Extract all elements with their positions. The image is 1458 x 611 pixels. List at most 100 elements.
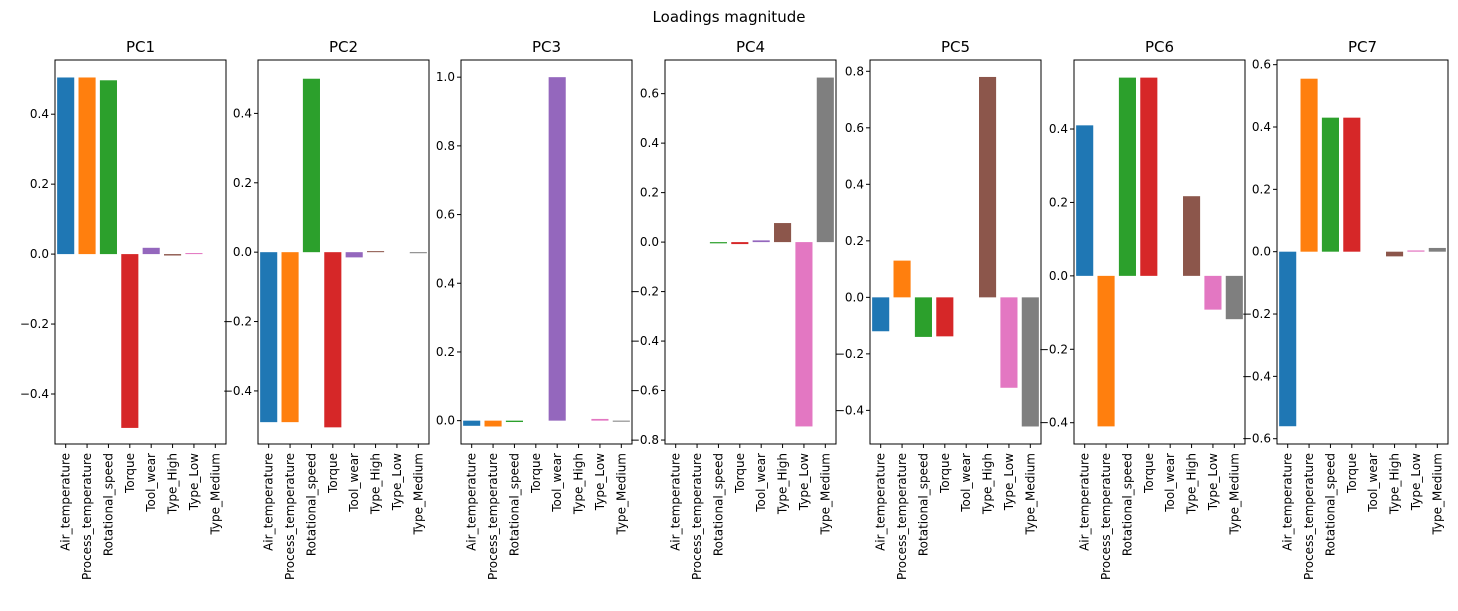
y-tick-label: 0.2 xyxy=(845,234,864,248)
x-tick-label: Tool_wear xyxy=(144,453,158,513)
y-tick-label: 0.4 xyxy=(640,136,659,150)
x-tick-label: Type_Low xyxy=(1206,453,1220,511)
bar-type-low xyxy=(1407,250,1425,252)
bar-type-medium xyxy=(612,420,630,422)
x-tick-label: Air_temperature xyxy=(669,453,683,551)
bar-type-medium xyxy=(1225,275,1243,320)
bar-tool-wear xyxy=(752,240,770,243)
bar-air-temperature xyxy=(1279,251,1297,427)
x-tick-label: Tool_wear xyxy=(1366,453,1380,513)
y-tick-label: 1.0 xyxy=(436,70,455,84)
y-tick-label: 0.6 xyxy=(845,121,864,135)
axes-frame xyxy=(460,59,633,445)
x-tick-label: Torque xyxy=(1142,453,1156,494)
x-tick-label: Process_temperature xyxy=(80,453,94,580)
x-tick-label: Type_Low xyxy=(1002,453,1016,511)
x-tick-label: Type_Low xyxy=(797,453,811,511)
y-tick-label: 0.4 xyxy=(30,107,49,121)
y-tick-label: 0.0 xyxy=(845,290,864,304)
y-tick-label: −0.4 xyxy=(835,403,864,417)
y-tick-label: 0.6 xyxy=(640,87,659,101)
bar-type-low xyxy=(185,253,203,255)
bar-type-high xyxy=(164,254,182,256)
bar-type-low xyxy=(591,418,609,421)
x-tick-label: Type_High xyxy=(369,453,383,515)
axes-frame xyxy=(1073,59,1246,445)
y-tick-label: 0.0 xyxy=(436,414,455,428)
x-tick-label: Type_Medium xyxy=(1023,453,1037,536)
x-tick-label: Type_Medium xyxy=(411,453,425,536)
x-tick-label: Type_Medium xyxy=(1227,453,1241,536)
subplot-grid: PC1 −0.4 −0.2 0.0 0.2 0.4 Air_temperature Proce… xyxy=(20,38,1449,580)
y-tick-label: 0.4 xyxy=(1049,122,1068,136)
y-tick-label: 0.4 xyxy=(1252,120,1271,134)
bar-process-temperature xyxy=(484,420,502,427)
x-tick-label: Process_temperature xyxy=(486,453,500,580)
x-tick-label: Torque xyxy=(938,453,952,494)
bar-air-temperature xyxy=(260,252,278,423)
x-tick-label: Air_temperature xyxy=(465,453,479,551)
bar-air-temperature xyxy=(1076,125,1094,276)
subplot-pc2: PC2 −0.4 −0.2 0.0 0.2 0.4 Air_temperature Proce… xyxy=(223,38,430,580)
axes-frame xyxy=(869,59,1042,445)
bar-torque xyxy=(1140,77,1158,276)
subplot-pc4: PC4 −0.8 −0.6 −0.4 −0.2 0.0 0.2 0.4 0.6 Air_tempe… xyxy=(630,38,837,580)
y-tick-label: −0.2 xyxy=(1242,307,1271,321)
bar-rotational-speed xyxy=(302,78,320,253)
x-tick-label: Type_Medium xyxy=(208,453,222,536)
bar-torque xyxy=(324,252,342,428)
bar-type-high xyxy=(774,223,792,243)
bar-process-temperature xyxy=(893,260,911,298)
y-tick-label: 0.4 xyxy=(436,276,455,290)
y-tick-label: −0.2 xyxy=(835,347,864,361)
subplot-title: PC2 xyxy=(329,38,358,56)
bar-tool-wear xyxy=(548,77,566,421)
x-tick-label: Type_Medium xyxy=(614,453,628,536)
x-tick-label: Type_High xyxy=(1185,453,1199,515)
subplot-pc5: PC5 −0.4 −0.2 0.0 0.2 0.4 0.6 0.8 Air_temperatur… xyxy=(835,38,1042,580)
x-tick-label: Type_Low xyxy=(1409,453,1423,511)
bar-process-temperature xyxy=(281,252,299,423)
bar-torque xyxy=(1343,117,1361,252)
figure-title: Loadings magnitude xyxy=(653,8,806,26)
x-tick-label: Process_temperature xyxy=(1099,453,1113,580)
x-tick-label: Type_Low xyxy=(593,453,607,511)
bar-torque xyxy=(121,254,139,428)
x-tick-label: Rotational_speed xyxy=(1323,453,1337,556)
y-tick-label: 0.8 xyxy=(845,64,864,78)
y-tick-label: −0.4 xyxy=(630,334,659,348)
x-tick-label: Air_temperature xyxy=(59,453,73,551)
y-tick-label: 0.0 xyxy=(640,235,659,249)
bar-rotational-speed xyxy=(99,80,117,255)
x-tick-label: Rotational_speed xyxy=(101,453,115,556)
x-tick-label: Type_High xyxy=(166,453,180,515)
x-tick-label: Process_temperature xyxy=(690,453,704,580)
x-tick-label: Process_temperature xyxy=(895,453,909,580)
bar-type-medium xyxy=(409,252,427,254)
y-tick-label: 0.8 xyxy=(436,139,455,153)
x-tick-label: Type_Medium xyxy=(1430,453,1444,536)
y-tick-label: −0.2 xyxy=(223,315,252,329)
bar-air-temperature xyxy=(57,77,75,255)
y-tick-label: 0.4 xyxy=(845,177,864,191)
x-tick-label: Type_Low xyxy=(187,453,201,511)
x-tick-label: Type_Low xyxy=(390,453,404,511)
x-tick-label: Air_temperature xyxy=(874,453,888,551)
subplot-title: PC3 xyxy=(532,38,561,56)
subplot-title: PC7 xyxy=(1348,38,1377,56)
x-tick-label: Tool_wear xyxy=(550,453,564,513)
y-tick-label: 0.0 xyxy=(1049,269,1068,283)
bar-air-temperature xyxy=(872,297,890,332)
y-tick-label: −0.2 xyxy=(20,317,49,331)
bar-type-low xyxy=(1000,297,1018,388)
x-tick-label: Torque xyxy=(733,453,747,494)
x-tick-label: Torque xyxy=(123,453,137,494)
bar-type-medium xyxy=(816,77,834,243)
x-tick-label: Air_temperature xyxy=(1281,453,1295,551)
y-tick-label: 0.2 xyxy=(1049,195,1068,209)
bar-type-low xyxy=(795,242,813,427)
x-tick-label: Tool_wear xyxy=(754,453,768,513)
y-tick-label: 0.2 xyxy=(640,186,659,200)
y-tick-label: −0.2 xyxy=(1039,342,1068,356)
